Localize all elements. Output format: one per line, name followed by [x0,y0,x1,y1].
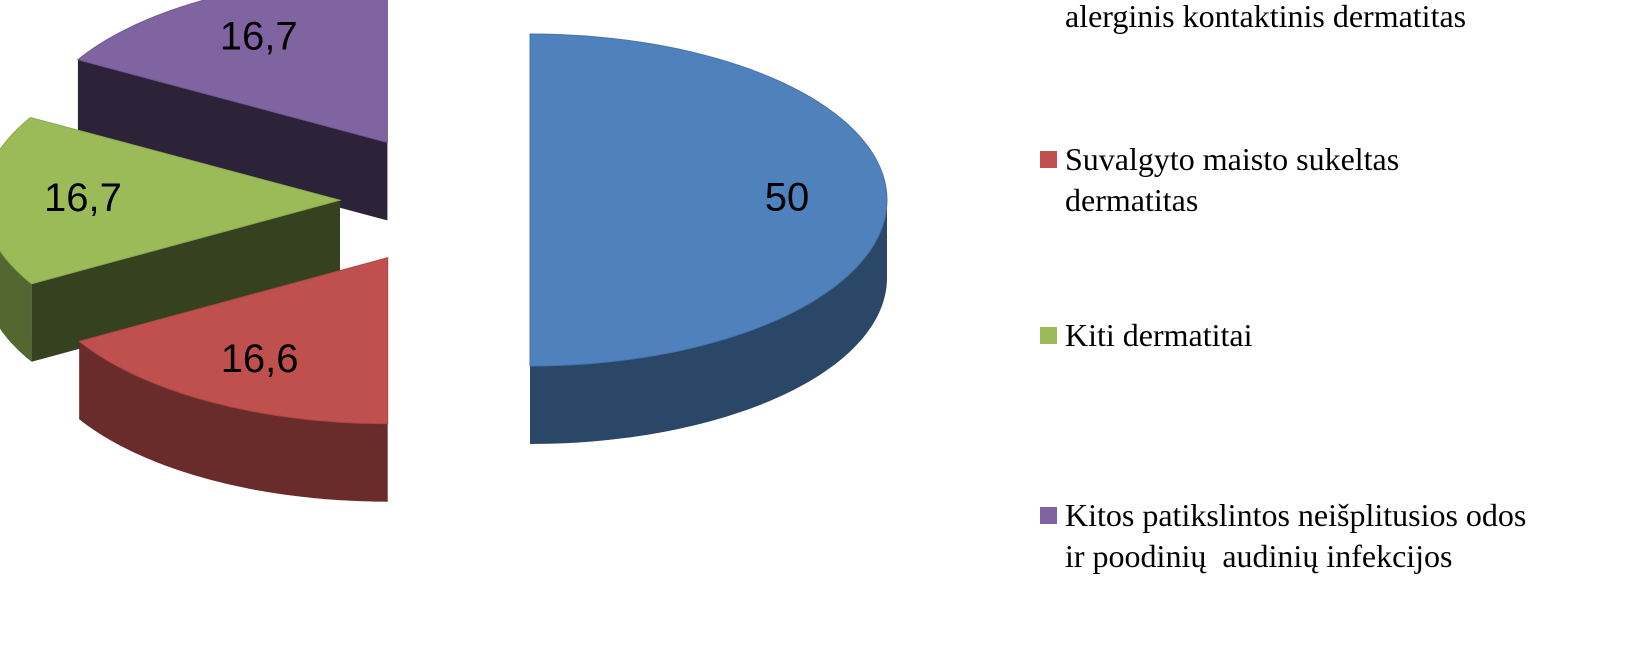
legend-label: Kitos patikslintos neišplitusios odos ir… [1065,497,1535,574]
pie-area: 50 16,6 16,7 16,7 [0,0,888,502]
slice-group [0,116,342,362]
legend-item: Suvalgyto maisto sukeltas dermatitas [1040,139,1535,221]
slice-side [77,59,388,221]
pie-slice [76,0,388,144]
slice-group [78,257,389,502]
legend-item: Kiti dermatitai [1040,315,1535,356]
pie-slice [529,33,888,367]
pie-slice [0,116,342,285]
pie-slice [78,257,389,425]
data-label: 16,6 [221,337,299,381]
data-label: 16,7 [220,15,298,59]
slice-wall [0,250,32,362]
slice-wall [530,200,887,444]
slice-group [529,33,888,444]
slice-group [76,0,388,221]
legend-item: alerginis kontaktinis dermatitas [1040,0,1535,37]
legend-label: Kiti dermatitai [1065,317,1253,353]
data-label: 50 [765,176,810,220]
slice-wall [79,341,388,502]
data-label: 16,7 [44,176,122,220]
legend-label: alerginis kontaktinis dermatitas [1065,0,1467,34]
legend-marker [1040,151,1057,168]
legend-label: Suvalgyto maisto sukeltas dermatitas [1065,141,1408,218]
legend: alerginis kontaktinis dermatitas Suvalgyt… [1040,0,1640,646]
legend-marker [1040,327,1057,344]
legend-marker [1040,507,1057,524]
legend-item: Kitos patikslintos neišplitusios odos ir… [1040,495,1535,577]
